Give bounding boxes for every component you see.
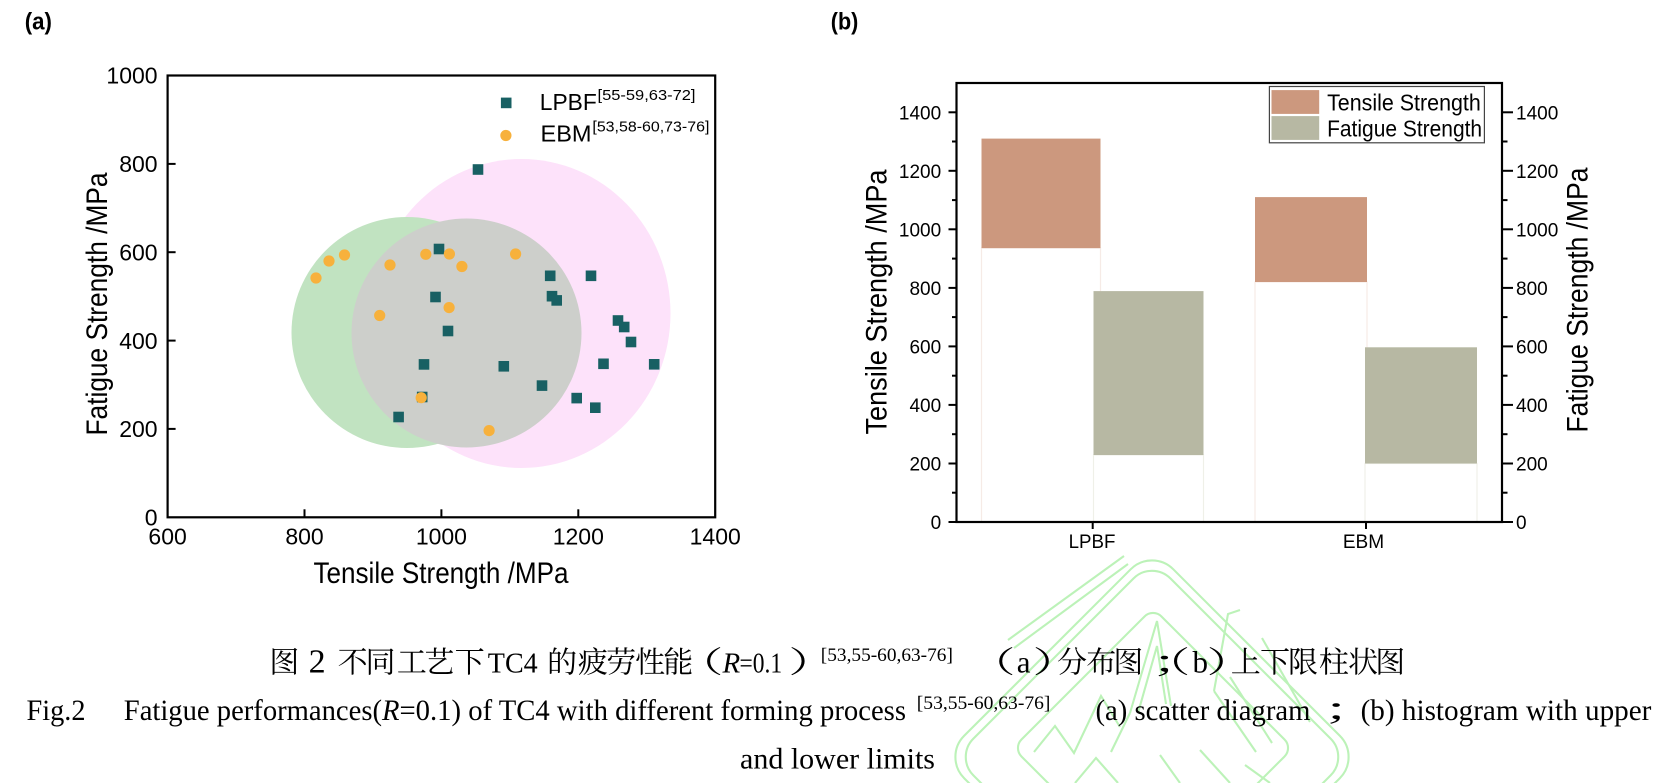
svg-text:Fatigue Strength: Fatigue Strength — [1327, 115, 1482, 141]
svg-text:0: 0 — [1516, 513, 1527, 534]
svg-text:b: b — [1193, 645, 1209, 680]
svg-text:and lower limits: and lower limits — [740, 744, 935, 776]
svg-text:400: 400 — [119, 328, 157, 354]
svg-text:=0.1) of TC4 with different fo: =0.1) of TC4 with different forming proc… — [400, 695, 907, 727]
svg-text:Tensile Strength /MPa: Tensile Strength /MPa — [861, 169, 894, 435]
svg-text:400: 400 — [909, 396, 941, 417]
svg-text:0: 0 — [931, 513, 942, 534]
svg-text:[53,58-60,73-76]: [53,58-60,73-76] — [592, 120, 709, 136]
svg-text:Fatigue Strength /MPa: Fatigue Strength /MPa — [81, 172, 114, 436]
svg-text:Tensile Strength /MPa: Tensile Strength /MPa — [314, 557, 570, 590]
svg-text:1400: 1400 — [1516, 103, 1558, 124]
svg-text:Fatigue performances(: Fatigue performances( — [124, 695, 382, 727]
svg-text:200: 200 — [909, 455, 941, 476]
svg-text:(a) scatter diagram: (a) scatter diagram — [1096, 695, 1311, 727]
svg-text:Fig.2: Fig.2 — [27, 695, 86, 727]
svg-text:1000: 1000 — [106, 63, 157, 89]
svg-text:1400: 1400 — [899, 103, 941, 124]
svg-text:Tensile Strength: Tensile Strength — [1327, 89, 1481, 115]
svg-text:Fatigue Strength /MPa: Fatigue Strength /MPa — [1562, 167, 1595, 433]
svg-text:600: 600 — [148, 523, 186, 549]
svg-text:LPBF: LPBF — [540, 89, 597, 115]
svg-text:600: 600 — [119, 239, 157, 265]
svg-text:600: 600 — [1516, 337, 1548, 358]
svg-text:1200: 1200 — [1516, 162, 1558, 183]
svg-text:[55-59,63-72]: [55-59,63-72] — [598, 88, 696, 104]
svg-text:1000: 1000 — [1516, 220, 1558, 241]
svg-text:(b): (b) — [831, 8, 859, 35]
svg-text:1000: 1000 — [899, 220, 941, 241]
svg-text:800: 800 — [1516, 279, 1548, 300]
svg-text:600: 600 — [909, 337, 941, 358]
svg-text:=0.1: =0.1 — [740, 648, 783, 680]
svg-text:800: 800 — [909, 279, 941, 300]
svg-text:800: 800 — [119, 151, 157, 177]
svg-text:[53,55-60,63-76]: [53,55-60,63-76] — [821, 645, 953, 666]
svg-text:1200: 1200 — [899, 162, 941, 183]
svg-text:R: R — [722, 648, 741, 680]
svg-text:a: a — [1017, 645, 1031, 680]
svg-text:[53,55-60,63-76]: [53,55-60,63-76] — [917, 693, 1051, 714]
svg-text:800: 800 — [285, 523, 323, 549]
svg-text:1000: 1000 — [416, 523, 467, 549]
svg-text:TC4: TC4 — [488, 648, 538, 680]
svg-text:0: 0 — [145, 505, 158, 531]
svg-text:(a): (a) — [25, 8, 52, 35]
svg-text:LPBF: LPBF — [1069, 532, 1116, 553]
svg-text:(b) histogram with upper: (b) histogram with upper — [1361, 695, 1652, 727]
svg-text:1200: 1200 — [553, 523, 604, 549]
svg-text:200: 200 — [119, 416, 157, 442]
svg-text:2: 2 — [309, 644, 326, 681]
svg-text:200: 200 — [1516, 455, 1548, 476]
svg-text:R: R — [381, 695, 399, 727]
svg-text:EBM: EBM — [541, 120, 592, 146]
svg-text:EBM: EBM — [1343, 532, 1384, 553]
svg-text:400: 400 — [1516, 396, 1548, 417]
svg-text:1400: 1400 — [690, 523, 741, 549]
